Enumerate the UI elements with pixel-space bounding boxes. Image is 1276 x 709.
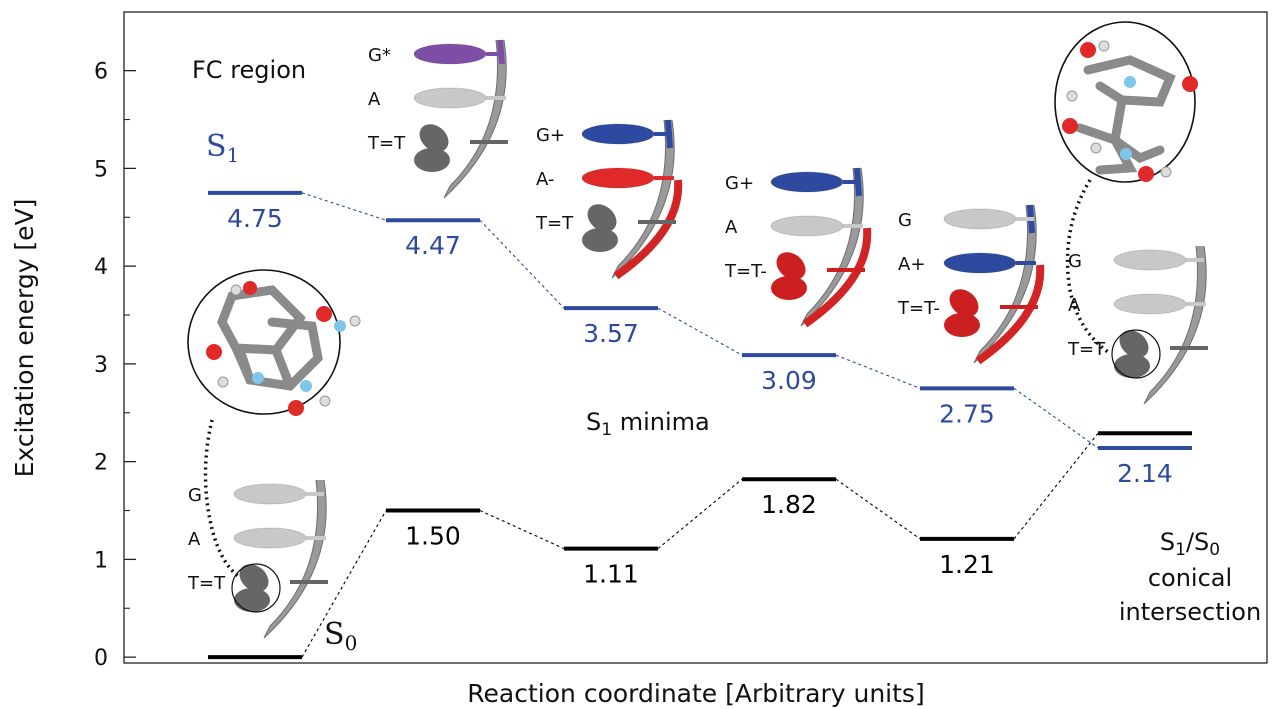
dna-thymine-ring (949, 289, 979, 317)
dna-panel-fc: G* A T=T (367, 39, 508, 199)
level-value-s1: 3.09 (761, 366, 817, 395)
level-value-s0: 1.82 (761, 490, 817, 519)
dna-base-label: A (368, 89, 381, 110)
dna-thymine-ring (414, 148, 450, 172)
dna-base (770, 171, 844, 193)
dna-panel-m1: G+ A- T=T (535, 119, 683, 280)
dna-base-label: A (725, 217, 738, 238)
plot-frame (123, 11, 1268, 664)
connector-s1 (835, 354, 921, 389)
dna-base-label: T=T (367, 133, 406, 154)
s0-state-label: S0 (324, 617, 357, 655)
ci-structure-pointer (1065, 179, 1110, 354)
dna-base (233, 483, 307, 505)
dna-base-label: G (1068, 251, 1082, 272)
dna-base (1113, 249, 1187, 271)
connector-s1 (657, 307, 743, 356)
dna-thymine-ring (1114, 354, 1150, 378)
fc-region-label: FC region (192, 56, 306, 84)
connector-s1 (479, 219, 565, 309)
dna-thymine-ring (1119, 330, 1149, 358)
y-tick-label: 0 (94, 646, 108, 671)
s0-structure-pointer (203, 419, 240, 578)
connector-s0 (835, 478, 921, 540)
level-value-s1: 3.57 (583, 319, 639, 348)
dna-base-label: G (188, 485, 202, 506)
dna-backbone-red (613, 179, 683, 280)
s1-state-label: S1 (206, 129, 239, 167)
dna-base-label: A (188, 529, 201, 550)
dna-base-label: G (898, 210, 912, 231)
dna-base (943, 252, 1017, 274)
cyclobutane-dimer-structure (187, 269, 361, 416)
x-axis-title: Reaction coordinate [Arbitrary units] (467, 679, 924, 708)
dna-thymine-ring (239, 564, 269, 592)
dna-thymine-ring (587, 204, 617, 232)
dna-backbone-red (975, 264, 1045, 365)
level-connectors (301, 192, 1099, 658)
level-value-s1: 4.47 (405, 231, 461, 260)
dna-base (943, 208, 1017, 230)
dna-thymine-ring (419, 124, 449, 152)
dna-base (1113, 293, 1187, 315)
dna-base-label: A (1068, 295, 1081, 316)
dna-thymine-ring (234, 588, 270, 612)
y-tick-label: 3 (94, 353, 108, 378)
dna-base-label: T=T- (897, 298, 940, 319)
dna-base (413, 87, 487, 109)
level-value-s0: 1.11 (583, 560, 639, 589)
y-tick-label: 5 (94, 157, 108, 182)
dna-base (413, 43, 487, 65)
connector-s0 (657, 478, 743, 550)
y-axis: 0 1 2 3 4 5 6 (94, 60, 136, 671)
connector-s0 (1013, 432, 1099, 540)
dna-base (770, 215, 844, 237)
conical-label-line2: conical (1148, 564, 1232, 592)
dna-base (233, 527, 307, 549)
level-value-s1: 2.14 (1117, 459, 1173, 488)
dna-highlight-circle (1111, 329, 1161, 379)
conical-label-line3: intersection (1119, 598, 1261, 626)
dna-panel-m2: G+ A T=T- (724, 167, 872, 328)
s1-minima-label: S1 minima (586, 408, 710, 440)
dna-backbone-red (802, 227, 872, 328)
connector-s1 (1013, 387, 1099, 449)
y-tick-label: 4 (94, 255, 108, 280)
dna-base-label: A+ (898, 254, 925, 275)
level-value-s1: 4.75 (227, 204, 283, 233)
y-tick-label: 6 (94, 60, 108, 85)
y-axis-title: Excitation energy [eV] (10, 199, 39, 478)
level-value-s0: 1.50 (405, 522, 461, 551)
dna-base-label: T=T (535, 213, 574, 234)
y-tick-label: 2 (94, 451, 108, 476)
level-value-s0: 1.21 (939, 550, 995, 579)
energy-levels: 4.75 4.47 3.57 3.09 2.75 2.14 1.50 1.11 1.82 1.21 (208, 190, 1192, 660)
dna-base-label: A- (536, 169, 554, 190)
dna-panels: G A T=T G* A T=T G+ A- T=T G+ A T=T- G A+ T=T- G A T=T (187, 39, 1208, 639)
dna-thymine-ring (944, 313, 980, 337)
dna-thymine-ring (776, 252, 806, 280)
conical-intersection-structure (1054, 21, 1198, 183)
dna-base (581, 123, 655, 145)
y-tick-label: 1 (94, 548, 108, 573)
connector-s0 (479, 510, 565, 550)
dna-thymine-ring (771, 276, 807, 300)
dna-base-label: G* (368, 45, 391, 66)
level-value-s1: 2.75 (939, 399, 995, 428)
dna-base-label: T=T (187, 573, 226, 594)
dna-panel-s0: G A T=T (187, 479, 328, 639)
dna-base-label: G+ (536, 125, 565, 146)
dna-base-label: T=T- (724, 261, 767, 282)
dna-base (581, 167, 655, 189)
dna-panel-ci: G A T=T (1067, 245, 1208, 405)
connector-s0 (301, 510, 387, 658)
dna-panel-m3: G A+ T=T- (897, 204, 1045, 365)
dna-highlight-circle (231, 563, 281, 613)
connector-s1 (301, 192, 387, 221)
dna-base-label: T=T (1067, 339, 1106, 360)
dna-base-label: G+ (725, 173, 754, 194)
conical-intersection-label: S1/S0 (1160, 528, 1220, 560)
dna-thymine-ring (582, 228, 618, 252)
